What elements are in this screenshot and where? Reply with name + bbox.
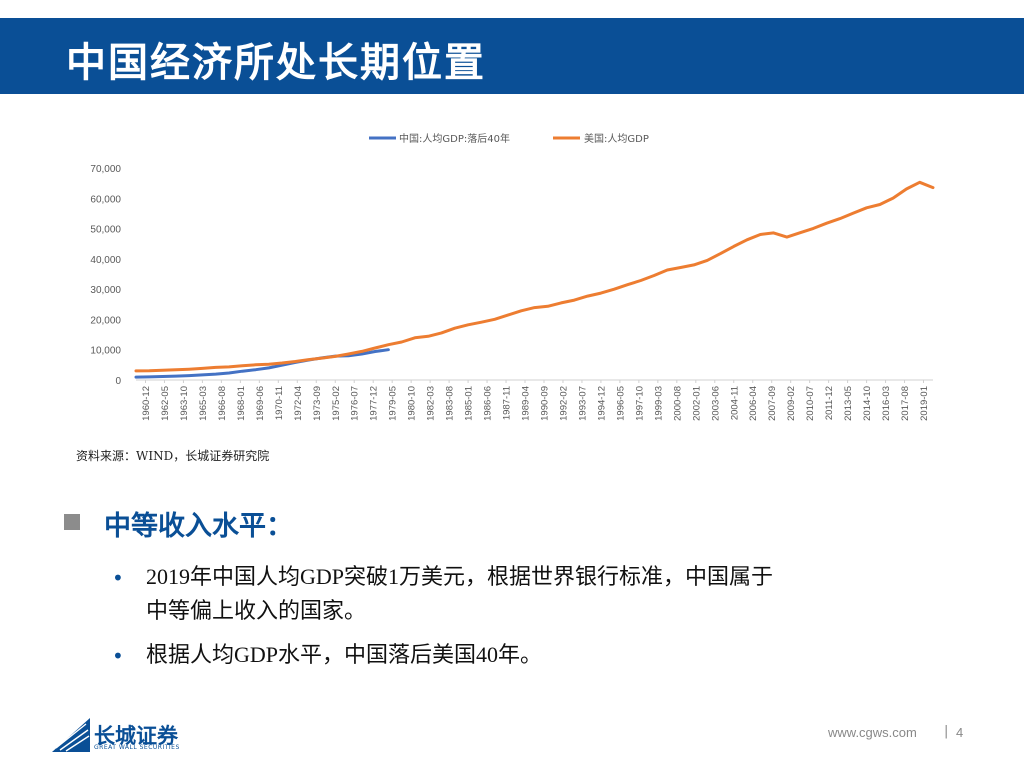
x-tick-label: 1969-06 xyxy=(255,386,266,421)
x-tick-label: 2016-03 xyxy=(881,386,892,421)
x-tick-label: 1990-09 xyxy=(539,386,550,421)
x-tick-label: 2006-04 xyxy=(748,386,759,421)
series-line-usa xyxy=(134,180,935,373)
x-tick-label: 1962-05 xyxy=(160,386,171,421)
x-tick-label: 1997-10 xyxy=(634,386,645,421)
logo-text-en: GREAT WALL SECURITIES xyxy=(94,744,180,751)
legend-label: 美国:人均GDP xyxy=(584,132,649,145)
page-number: 4 xyxy=(956,725,964,740)
x-tick-label: 1963-10 xyxy=(179,386,190,421)
x-tick-label: 1979-05 xyxy=(388,386,399,421)
x-tick-label: 1973-09 xyxy=(312,386,323,421)
footer-separator: | xyxy=(944,724,949,739)
x-tick-label: 1992-02 xyxy=(558,386,569,421)
bullet-1: 2019年中国人均GDP突破1万美元，根据世界银行标准，中国属于 中等偏上收入的… xyxy=(146,560,773,628)
bullet-marker-1: • xyxy=(112,566,124,590)
x-tick-label: 2019-01 xyxy=(919,386,930,421)
x-tick-label: 1996-05 xyxy=(615,386,626,421)
x-tick-label: 2007-09 xyxy=(767,386,778,421)
x-tick-label: 2009-02 xyxy=(786,386,797,421)
bullet-2: 根据人均GDP水平，中国落后美国40年。 xyxy=(146,638,542,672)
x-tick-label: 1980-10 xyxy=(407,386,418,421)
x-tick-label: 1972-04 xyxy=(293,386,304,421)
x-tick-label: 1965-03 xyxy=(198,386,209,421)
y-tick-label: 40,000 xyxy=(90,255,121,266)
x-tick-label: 2014-10 xyxy=(862,386,873,421)
x-tick-label: 1982-03 xyxy=(426,386,437,421)
x-tick-label: 1960-12 xyxy=(141,386,152,421)
y-tick-label: 70,000 xyxy=(90,164,121,175)
page-title: 中国经济所处长期位置 xyxy=(66,40,486,86)
legend-label: 中国:人均GDP:落后40年 xyxy=(399,132,510,145)
y-tick-label: 20,000 xyxy=(90,315,121,326)
y-tick-label: 10,000 xyxy=(90,346,121,357)
source-note: 资料来源：WIND，长城证券研究院 xyxy=(76,449,270,463)
x-tick-label: 2011-12 xyxy=(824,386,835,420)
bullet-1-line-2: 中等偏上收入的国家。 xyxy=(146,598,367,623)
x-tick-label: 2002-01 xyxy=(691,386,702,421)
x-tick-label: 1977-12 xyxy=(369,386,380,421)
footer-url[interactable]: www.cgws.com xyxy=(828,725,917,740)
x-tick-label: 2004-11 xyxy=(729,386,740,420)
y-tick-label: 50,000 xyxy=(90,225,121,236)
x-tick-label: 1985-01 xyxy=(464,386,475,421)
x-tick-label: 1994-12 xyxy=(596,386,607,421)
x-tick-label: 2013-05 xyxy=(843,386,854,421)
header-bar: 中国经济所处长期位置 xyxy=(0,18,1024,94)
x-tick-label: 1970-11 xyxy=(274,386,285,420)
x-tick-label: 2017-08 xyxy=(900,386,911,421)
x-tick-label: 2003-06 xyxy=(710,386,721,421)
bullet-1-line-1: 2019年中国人均GDP突破1万美元，根据世界银行标准，中国属于 xyxy=(146,564,774,589)
x-tick-label: 1999-03 xyxy=(653,386,664,421)
x-tick-label: 1975-02 xyxy=(331,386,342,421)
x-tick-label: 1987-11 xyxy=(502,386,513,420)
y-tick-label: 30,000 xyxy=(90,285,121,296)
y-tick-label: 60,000 xyxy=(90,194,121,205)
y-tick-label: 0 xyxy=(115,376,121,387)
x-tick-label: 1968-01 xyxy=(236,386,247,421)
x-tick-label: 1986-06 xyxy=(483,386,494,421)
x-tick-label: 1993-07 xyxy=(577,386,588,421)
bullet-2-line-1: 根据人均GDP水平，中国落后美国40年。 xyxy=(146,642,543,667)
logo-text-cn: 长城证券 xyxy=(94,724,178,748)
x-tick-label: 2010-07 xyxy=(805,386,816,421)
great-wall-logo-icon xyxy=(52,718,90,752)
x-tick-label: 1976-07 xyxy=(350,386,361,421)
section-title: 中等收入水平： xyxy=(104,511,293,542)
x-tick-label: 1966-08 xyxy=(217,386,228,421)
company-logo: 长城证券 GREAT WALL SECURITIES xyxy=(52,718,179,756)
x-tick-label: 2000-08 xyxy=(672,386,683,421)
gdp-line-chart: 0 10,000 20,000 30,000 40,000 50,000 60,000 70,… xyxy=(90,132,935,421)
section-bullet-square xyxy=(64,514,80,530)
x-tick-label: 1989-04 xyxy=(521,386,532,421)
x-tick-label: 1983-08 xyxy=(445,386,456,421)
bullet-marker-2: • xyxy=(112,644,124,668)
